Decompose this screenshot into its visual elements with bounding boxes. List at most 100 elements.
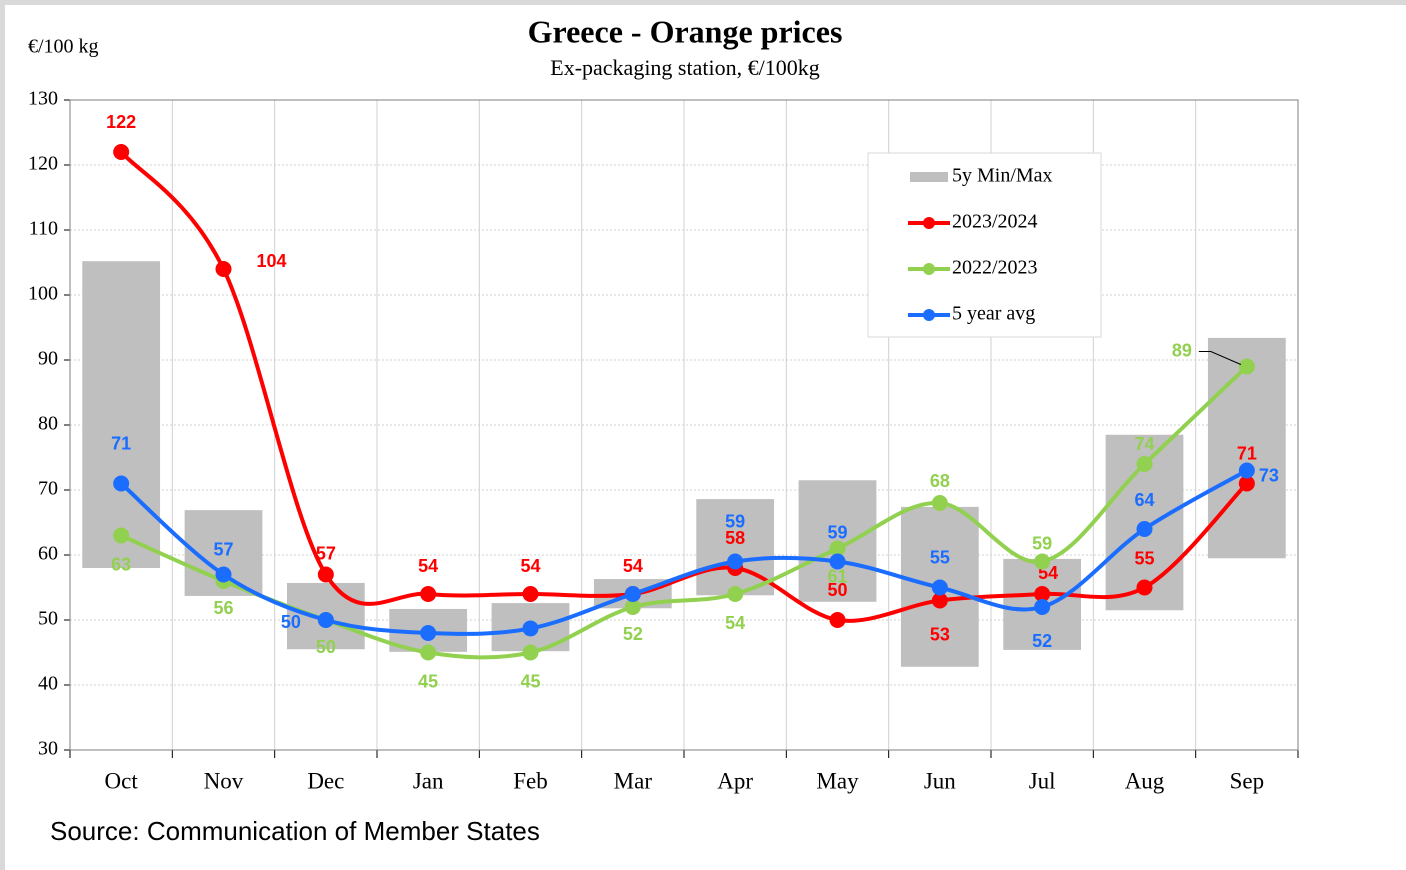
data-label: 57 [316,543,336,563]
data-point [1034,586,1051,602]
data-label: 50 [281,612,301,632]
data-label: 73 [1259,465,1279,485]
data-point [215,566,232,583]
x-tick-label: Jan [413,768,444,793]
data-point [113,475,130,492]
data-point [931,495,948,511]
data-point [727,553,744,570]
y-tick-label: 70 [38,478,58,500]
data-point [931,592,948,609]
data-label: 55 [930,547,950,567]
data-label: 52 [623,624,643,644]
leader-line [1198,351,1242,365]
x-tick-label: Apr [717,768,753,793]
data-label: 50 [827,580,847,600]
data-point [317,566,334,583]
plot-frame [69,99,1299,751]
data-label: 58 [725,528,745,548]
x-tick-label: Sep [1230,768,1265,793]
data-point [829,553,846,570]
y-tick-label: 120 [28,153,58,175]
data-label: 45 [418,671,438,691]
chart-title: Greece - Orange prices [528,13,843,49]
data-point [624,599,641,615]
y-tick-label: 110 [29,218,58,240]
data-label: 63 [111,554,131,574]
data-label: 64 [1134,490,1154,510]
data-point [624,586,641,602]
y-axis-label: €/100 kg [28,36,99,58]
y-tick-label: 100 [28,283,58,305]
data-label: 57 [213,539,233,559]
legend-label: 5 year avg [952,303,1035,325]
y-tick-label: 40 [38,673,58,695]
data-point [1034,553,1051,570]
data-point [113,527,130,544]
series-line [119,468,1248,636]
x-tick-label: Nov [204,768,244,793]
data-point [317,612,334,628]
legend-marker [923,309,935,321]
legend-label: 5y Min/Max [952,165,1053,187]
range-bar [1207,337,1286,559]
data-label: 122 [106,112,136,132]
data-label: 54 [725,613,745,633]
data-label: 50 [316,637,336,657]
data-point [1238,358,1255,375]
data-label: 71 [1237,443,1257,463]
y-tick-label: 130 [28,88,58,110]
legend-label: 2022/2023 [952,257,1038,279]
legend-marker [923,217,935,229]
data-point [829,612,846,628]
y-tick-label: 80 [38,413,58,435]
range-bar [82,261,161,568]
data-label: 71 [111,433,131,453]
data-point [522,620,539,637]
legend-label: 2023/2024 [952,211,1038,233]
data-point [1238,462,1255,479]
data-point [1238,475,1255,492]
y-tick-label: 50 [38,608,58,630]
data-label: 61 [827,566,847,586]
data-point [829,540,846,557]
data-point [420,586,437,602]
data-point [522,586,539,602]
x-tick-label: Jun [924,768,956,793]
x-tick-label: May [816,768,859,793]
data-point [420,625,437,641]
data-label: 53 [930,624,950,644]
source: Source: Communication of Member States [50,816,540,846]
data-label: 104 [256,251,286,271]
data-label: 89 [1172,340,1192,360]
data-point [727,586,744,602]
data-point [1136,579,1153,596]
data-label: 68 [930,471,950,491]
x-tick-label: Dec [307,768,344,793]
data-label: 55 [1134,548,1154,568]
legend-box [867,152,1102,338]
data-point [215,261,232,277]
data-label: 74 [1134,434,1154,454]
x-tick-label: Oct [105,768,139,793]
legend-swatch [910,172,948,182]
y-tick-label: 90 [38,348,58,370]
data-label: 54 [418,556,438,576]
chart-subtitle: Ex-packaging station, €/100kg [550,55,819,80]
data-point [1136,521,1153,537]
data-label: 59 [827,522,847,542]
data-label: 45 [520,671,540,691]
data-point [1034,599,1051,615]
data-point [420,644,437,661]
y-tick-label: 60 [38,543,58,565]
data-label: 59 [725,511,745,531]
x-tick-label: Aug [1125,768,1165,793]
data-point [522,644,539,661]
y-tick-label: 30 [38,738,58,760]
x-tick-label: Jul [1029,768,1056,793]
data-label: 52 [1032,631,1052,651]
data-label: 59 [1032,533,1052,553]
data-label: 56 [213,598,233,618]
x-tick-label: Mar [614,768,653,793]
data-label: 54 [520,556,540,576]
